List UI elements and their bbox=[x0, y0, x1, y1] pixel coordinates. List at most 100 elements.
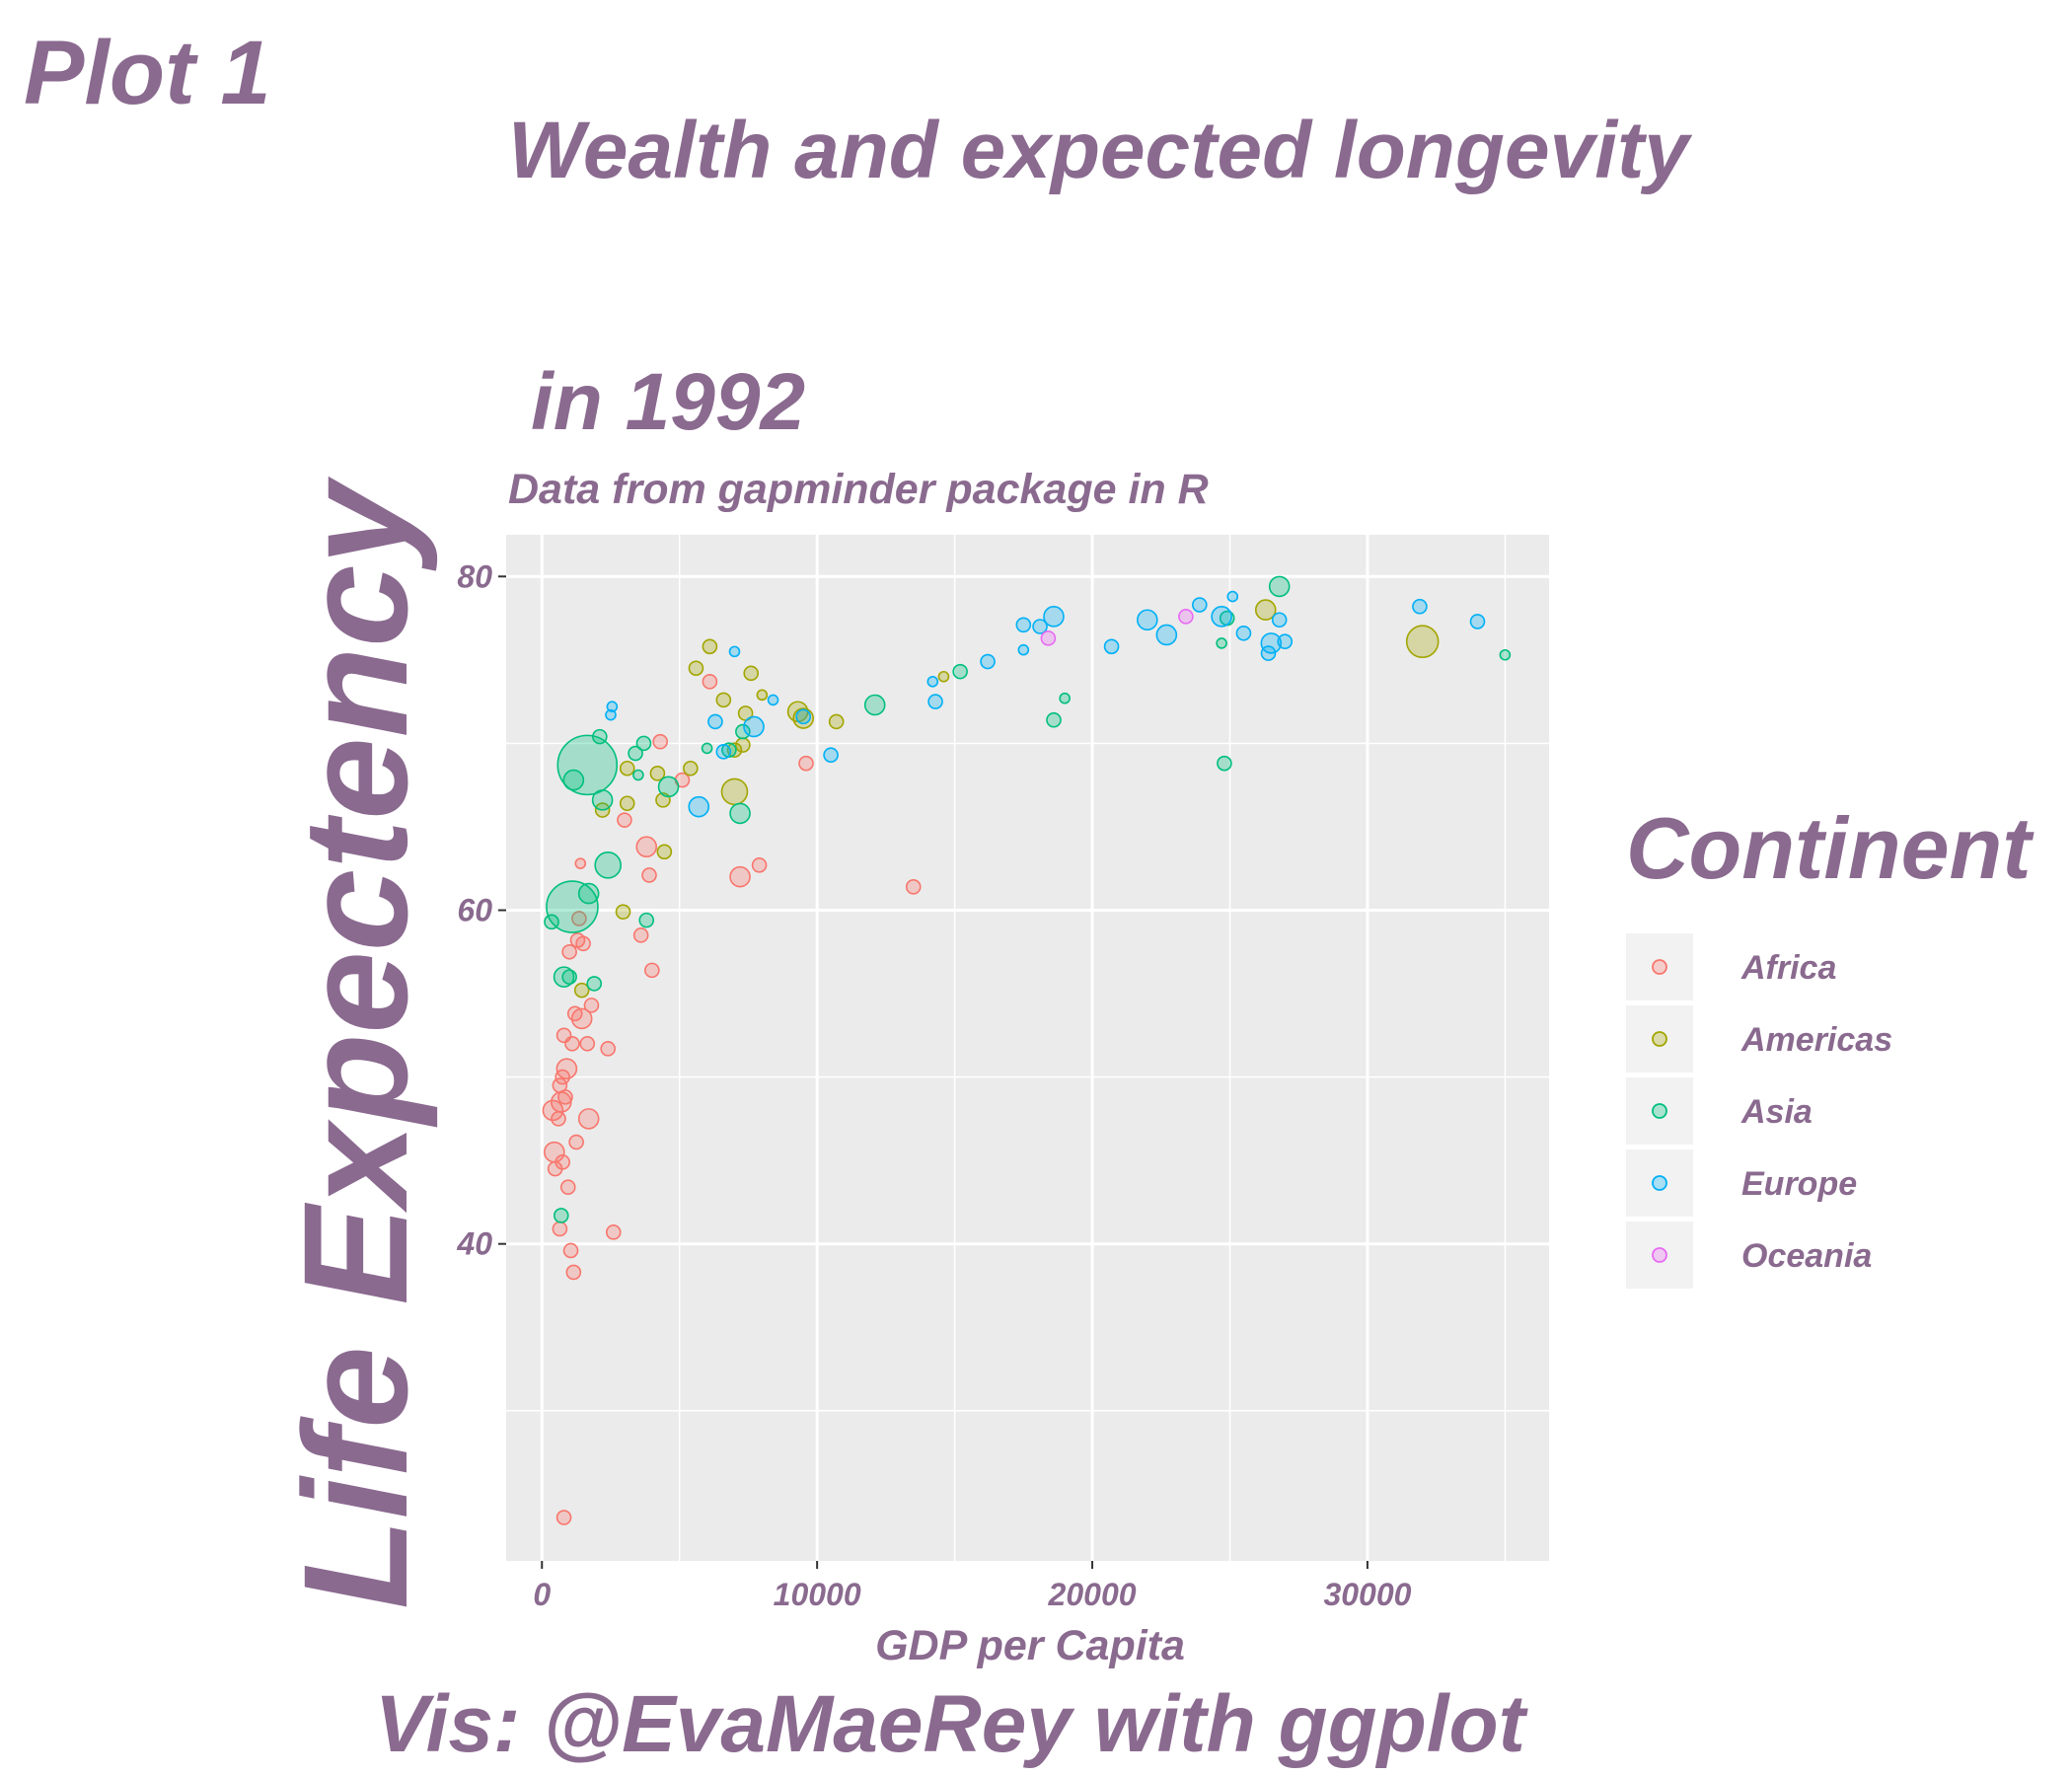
data-point-asia bbox=[586, 976, 603, 992]
data-point-europe bbox=[707, 713, 723, 730]
x-tick-label: 10000 bbox=[774, 1577, 861, 1612]
data-point-europe bbox=[1211, 606, 1232, 628]
data-point-asia bbox=[562, 769, 585, 791]
data-point-asia bbox=[735, 723, 751, 740]
data-point-americas bbox=[756, 689, 769, 702]
data-point-europe bbox=[1226, 590, 1239, 603]
data-point-americas bbox=[683, 760, 699, 777]
data-point-asia bbox=[701, 742, 713, 755]
data-point-europe bbox=[926, 676, 939, 688]
data-point-africa bbox=[551, 1111, 566, 1127]
data-point-africa bbox=[579, 1035, 596, 1052]
data-point-africa bbox=[557, 1089, 573, 1105]
data-point-africa bbox=[583, 998, 600, 1013]
y-axis-label: Life Expectency bbox=[272, 476, 438, 1609]
legend-key bbox=[1626, 1149, 1693, 1217]
data-point-europe bbox=[715, 744, 732, 760]
data-point-asia bbox=[546, 880, 599, 933]
data-point-africa bbox=[632, 927, 649, 943]
grid-lines bbox=[506, 535, 1549, 1561]
data-point-europe bbox=[1137, 609, 1158, 631]
data-point-americas bbox=[688, 660, 704, 677]
chart-title-line-1: Wealth and expected longevity bbox=[508, 106, 1693, 195]
legend-swatch-asia bbox=[1652, 1103, 1667, 1119]
data-point-americas bbox=[656, 844, 673, 860]
data-point-americas bbox=[743, 665, 760, 682]
data-point-asia bbox=[1217, 755, 1232, 772]
data-point-africa bbox=[635, 836, 658, 858]
data-point-asia bbox=[952, 663, 968, 680]
data-point-africa bbox=[570, 1007, 593, 1030]
x-axis-label: GDP per Capita bbox=[875, 1622, 1185, 1669]
data-point-americas bbox=[726, 742, 743, 758]
y-tick-label: 80 bbox=[457, 558, 492, 594]
data-point-europe bbox=[606, 701, 619, 712]
data-point-europe bbox=[1103, 638, 1120, 655]
chart-title-line-2: in 1992 bbox=[531, 357, 805, 447]
data-point-asia bbox=[556, 734, 619, 796]
data-point-africa bbox=[617, 812, 632, 828]
data-point-europe bbox=[1235, 625, 1252, 641]
legend-key bbox=[1626, 1005, 1693, 1073]
data-point-asia bbox=[594, 851, 622, 879]
legend-swatch-americas bbox=[1652, 1031, 1667, 1047]
data-point-asia bbox=[1059, 692, 1071, 704]
data-point-europe bbox=[1260, 632, 1283, 654]
y-tick-label: 40 bbox=[456, 1226, 492, 1262]
data-point-europe bbox=[728, 645, 741, 658]
legend-swatch-europe bbox=[1652, 1175, 1667, 1191]
data-point-americas bbox=[615, 904, 631, 920]
legend: Continent Africa Americas Asia Europe Oceani… bbox=[1626, 799, 2035, 1289]
data-point-americas bbox=[619, 760, 635, 777]
data-point-europe bbox=[1043, 606, 1065, 628]
x-tick-label: 30000 bbox=[1323, 1577, 1411, 1612]
data-point-africa bbox=[555, 1510, 572, 1525]
legend-label-africa: Africa bbox=[1740, 949, 1836, 987]
data-point-africa bbox=[568, 1134, 584, 1150]
data-point-asia bbox=[553, 966, 575, 988]
data-point-europe bbox=[1192, 597, 1208, 613]
data-points bbox=[542, 575, 1512, 1525]
data-point-asia bbox=[635, 735, 652, 752]
data-point-asia bbox=[729, 802, 751, 825]
legend-label-europe: Europe bbox=[1741, 1165, 1857, 1203]
data-point-africa bbox=[542, 1099, 564, 1122]
data-point-africa bbox=[571, 911, 587, 926]
data-point-asia bbox=[632, 769, 644, 781]
panel-background bbox=[506, 535, 1549, 1561]
data-point-americas bbox=[735, 737, 751, 753]
data-point-africa bbox=[555, 1058, 578, 1079]
legend-label-oceania: Oceania bbox=[1741, 1237, 1872, 1275]
data-point-americas bbox=[1405, 625, 1440, 659]
data-point-europe bbox=[1277, 633, 1294, 650]
data-point-americas bbox=[1254, 599, 1277, 621]
data-point-africa bbox=[559, 1179, 576, 1196]
data-point-americas bbox=[937, 670, 950, 683]
data-point-africa bbox=[555, 1154, 570, 1170]
data-point-americas bbox=[828, 713, 845, 730]
plot-tag: Plot 1 bbox=[24, 23, 270, 123]
legend-title: Continent bbox=[1626, 799, 2035, 897]
data-point-africa bbox=[565, 1264, 582, 1281]
legend-swatch-africa bbox=[1652, 959, 1667, 975]
chart-subtitle: Data from gapminder package in R bbox=[508, 466, 1209, 513]
data-point-europe bbox=[927, 694, 943, 709]
plot-panel bbox=[506, 535, 1549, 1561]
data-point-asia bbox=[657, 776, 680, 798]
data-point-europe bbox=[743, 715, 765, 738]
data-point-americas bbox=[619, 795, 635, 812]
data-point-asia bbox=[592, 728, 608, 745]
data-point-asia bbox=[1046, 711, 1062, 728]
data-point-asia bbox=[577, 882, 600, 905]
data-point-americas bbox=[702, 638, 718, 655]
data-point-europe bbox=[795, 708, 812, 725]
data-point-africa bbox=[574, 857, 587, 869]
data-point-asia bbox=[1268, 575, 1291, 598]
data-point-europe bbox=[1469, 614, 1486, 629]
data-point-africa bbox=[644, 962, 660, 979]
data-point-europe bbox=[1015, 617, 1032, 633]
data-point-americas bbox=[649, 766, 666, 781]
axes: 0 10000 20000 30000 40 60 80 bbox=[456, 558, 1411, 1612]
data-point-asia bbox=[863, 694, 886, 716]
